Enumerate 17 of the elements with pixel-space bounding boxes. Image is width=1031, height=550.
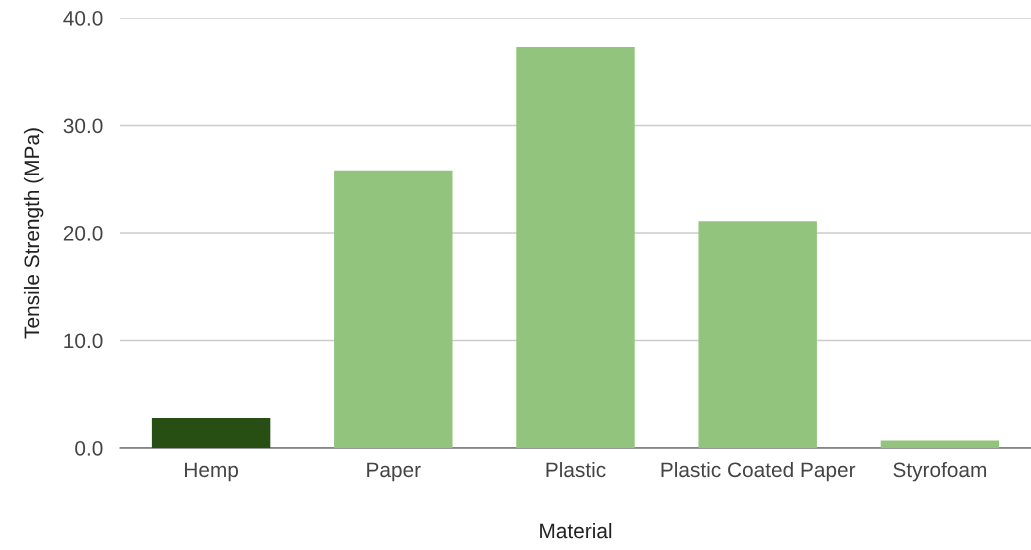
bar	[334, 170, 453, 448]
y-tick-label: 30.0	[63, 118, 103, 134]
y-axis-title: Tensile Strength (MPa)	[23, 128, 44, 339]
y-tick-label: 40.0	[63, 11, 103, 26]
x-tick-label: Styrofoam	[893, 461, 986, 482]
x-axis-title: Material	[540, 522, 612, 539]
y-tick-label: 10.0	[64, 333, 103, 349]
x-tick-label: Plastic Coated Paper	[661, 461, 856, 482]
y-tick-label: 0.0	[75, 441, 103, 456]
bar	[151, 417, 271, 448]
x-tick-label: Paper	[367, 462, 421, 482]
bar	[880, 440, 1000, 448]
bar	[698, 221, 817, 448]
bar	[516, 47, 635, 448]
x-tick-label: Hemp	[185, 462, 239, 482]
x-tick-label: Plastic	[546, 461, 606, 478]
y-tick-label: 20.0	[63, 226, 103, 241]
